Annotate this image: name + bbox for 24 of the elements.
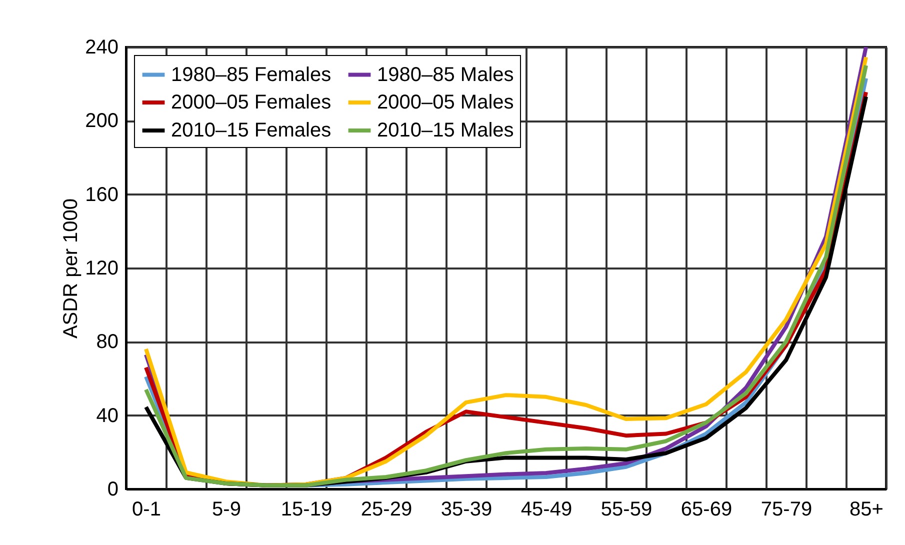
legend-label: 1980–85 Females <box>171 64 332 86</box>
x-tick-label: 25-29 <box>360 498 412 520</box>
x-tick-label: 0-1 <box>132 498 161 520</box>
y-tick-label: 160 <box>85 184 118 206</box>
x-tick-label: 75-79 <box>760 498 812 520</box>
y-axis-title: ASDR per 1000 <box>60 198 82 339</box>
legend-label: 2000–05 Females <box>171 92 332 114</box>
x-tick-label: 15-19 <box>280 498 332 520</box>
x-tick-label: 35-39 <box>440 498 492 520</box>
y-tick-label: 120 <box>85 258 118 280</box>
y-tick-label: 0 <box>107 478 118 500</box>
x-tick-label: 45-49 <box>520 498 572 520</box>
legend-label: 2010–15 Males <box>377 120 514 142</box>
legend-label: 2010–15 Females <box>171 120 332 142</box>
y-tick-label: 240 <box>85 36 118 58</box>
legend-label: 2000–05 Males <box>377 92 514 114</box>
x-tick-label: 85+ <box>850 498 884 520</box>
x-tick-label: 65-69 <box>680 498 732 520</box>
y-tick-label: 200 <box>85 110 118 132</box>
y-tick-label: 40 <box>96 404 118 427</box>
x-tick-label: 5-9 <box>212 498 241 520</box>
legend-label: 1980–85 Males <box>377 64 514 86</box>
y-tick-label: 80 <box>96 331 118 354</box>
x-tick-label: 55-59 <box>600 498 652 520</box>
